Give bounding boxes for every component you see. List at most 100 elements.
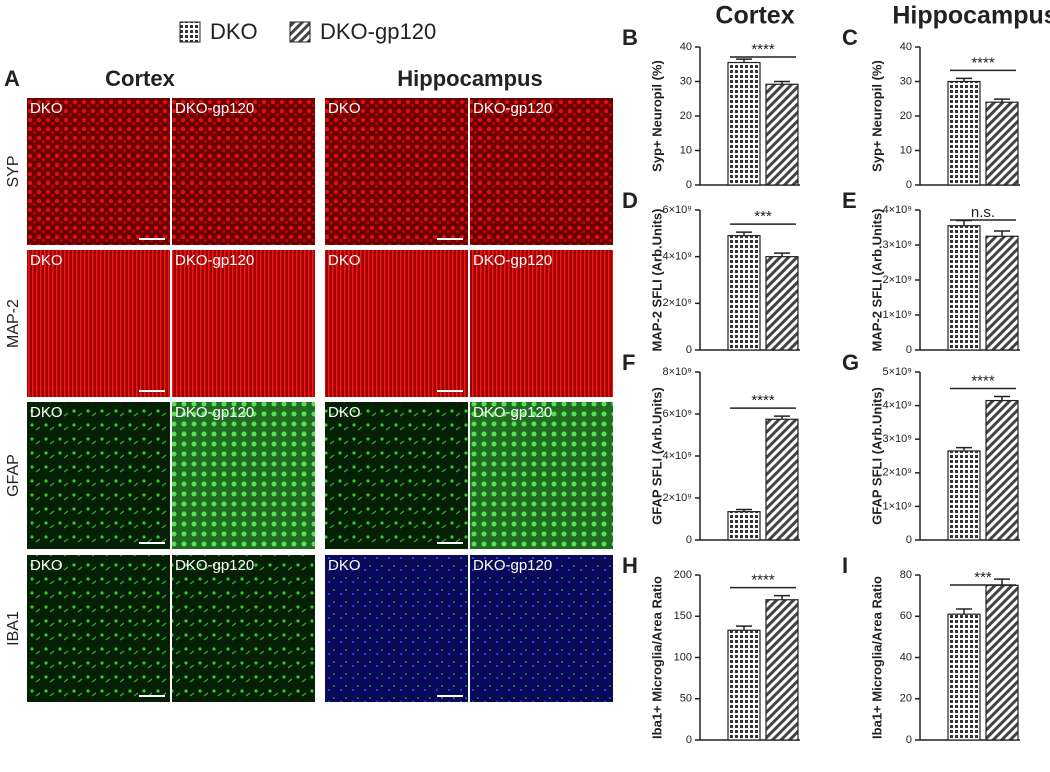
row-label: GFAP bbox=[5, 454, 22, 497]
error-bar bbox=[956, 446, 972, 451]
significance-label: n.s. bbox=[971, 204, 995, 221]
micrograph bbox=[172, 555, 315, 702]
bar bbox=[727, 235, 761, 351]
y-tick-label: 10 bbox=[900, 144, 912, 156]
micrographs: DKO DKO-gp120 DKO DKO-gp120 DKO DKO-gp120 DKO D… bbox=[27, 98, 613, 702]
panel-label: F bbox=[622, 350, 635, 375]
bar bbox=[947, 225, 981, 351]
y-tick-label: 6×10⁹ bbox=[663, 204, 693, 216]
y-tick-label: 40 bbox=[680, 41, 692, 53]
y-tick-label: 6×10⁹ bbox=[663, 408, 693, 420]
micrograph bbox=[172, 250, 315, 397]
image-label: DKO bbox=[328, 557, 361, 574]
y-tick-label: 4×10⁹ bbox=[883, 400, 913, 412]
bar bbox=[947, 450, 981, 541]
y-tick-label: 0 bbox=[686, 534, 692, 546]
y-axis-label: Syp+ Neuropil (%) bbox=[649, 60, 664, 172]
image-label: DKO bbox=[30, 404, 63, 421]
bar bbox=[727, 629, 761, 741]
row-label: IBA1 bbox=[5, 611, 22, 646]
y-tick-label: 5×10⁹ bbox=[883, 366, 913, 378]
legend-label: DKO bbox=[210, 19, 258, 44]
bar bbox=[947, 80, 981, 186]
panel-label: G bbox=[842, 350, 859, 375]
image-label: DKO bbox=[30, 252, 63, 269]
y-tick-label: 80 bbox=[900, 569, 912, 581]
y-tick-label: 2×10⁹ bbox=[883, 467, 913, 479]
error-bar bbox=[736, 625, 752, 631]
y-tick-label: 0 bbox=[906, 534, 912, 546]
image-label: DKO-gp120 bbox=[175, 557, 254, 574]
y-tick-label: 0 bbox=[686, 734, 692, 746]
y-axis-label: Iba1+ Microglia/Area Ratio bbox=[649, 576, 664, 739]
image-label: DKO-gp120 bbox=[473, 100, 552, 117]
y-axis-label: MAP-2 SFLI (Arb.Units) bbox=[649, 209, 664, 352]
y-tick-label: 200 bbox=[674, 569, 692, 581]
error-bar bbox=[994, 395, 1010, 401]
panel-label: A bbox=[4, 66, 20, 91]
y-axis-label: MAP-2 SFLI (Arb.Units) bbox=[869, 209, 884, 352]
y-tick-label: 40 bbox=[900, 41, 912, 53]
bar bbox=[765, 256, 799, 351]
panel-label: H bbox=[622, 553, 638, 578]
row-label: SYP bbox=[5, 155, 22, 187]
error-bar bbox=[956, 219, 972, 226]
micrograph bbox=[470, 98, 613, 245]
bar bbox=[765, 83, 799, 186]
y-axis-label: Syp+ Neuropil (%) bbox=[869, 60, 884, 172]
significance-label: **** bbox=[751, 572, 775, 589]
y-tick-label: 8×10⁹ bbox=[663, 366, 693, 378]
y-axis-label: GFAP SFLI (Arb.Units) bbox=[869, 387, 884, 525]
image-label: DKO-gp120 bbox=[175, 252, 254, 269]
y-axis-label: Iba1+ Microglia/Area Ratio bbox=[869, 576, 884, 739]
y-tick-label: 3×10⁹ bbox=[883, 433, 913, 445]
y-tick-label: 0 bbox=[686, 179, 692, 191]
y-tick-label: 10 bbox=[680, 144, 692, 156]
micrograph bbox=[325, 555, 468, 702]
bar bbox=[947, 613, 981, 741]
micrograph bbox=[325, 98, 468, 245]
y-tick-label: 0 bbox=[906, 344, 912, 356]
y-tick-label: 60 bbox=[900, 610, 912, 622]
image-label: DKO-gp120 bbox=[473, 557, 552, 574]
y-tick-label: 1×10⁹ bbox=[883, 500, 913, 512]
micrograph bbox=[172, 98, 315, 245]
bar bbox=[985, 101, 1019, 186]
y-tick-label: 2×10⁹ bbox=[663, 492, 693, 504]
micrograph bbox=[27, 98, 170, 245]
bar bbox=[985, 399, 1019, 541]
bar bbox=[727, 61, 761, 186]
y-tick-label: 4×10⁹ bbox=[663, 450, 693, 462]
y-tick-label: 100 bbox=[674, 651, 692, 663]
y-tick-label: 0 bbox=[906, 734, 912, 746]
y-axis-label: GFAP SFLI (Arb.Units) bbox=[649, 387, 664, 525]
significance-label: **** bbox=[751, 392, 775, 409]
legend-swatch bbox=[179, 21, 201, 43]
image-label: DKO-gp120 bbox=[175, 404, 254, 421]
chart-title: Cortex bbox=[715, 2, 794, 30]
micrograph bbox=[325, 250, 468, 397]
micrograph bbox=[325, 402, 468, 549]
legend-label: DKO-gp120 bbox=[320, 19, 436, 44]
micrograph bbox=[27, 402, 170, 549]
micrograph bbox=[27, 555, 170, 702]
y-tick-label: 20 bbox=[900, 110, 912, 122]
image-label: DKO bbox=[328, 100, 361, 117]
micrograph bbox=[470, 555, 613, 702]
y-tick-label: 4×10⁹ bbox=[663, 251, 693, 263]
significance-label: **** bbox=[971, 372, 995, 389]
y-tick-label: 50 bbox=[680, 693, 692, 705]
micrograph bbox=[470, 402, 613, 549]
panel-label: B bbox=[622, 25, 638, 50]
image-label: DKO bbox=[30, 557, 63, 574]
y-tick-label: 2×10⁹ bbox=[883, 274, 913, 286]
bar bbox=[727, 511, 761, 541]
panel-label: I bbox=[842, 553, 848, 578]
column-header: Hippocampus bbox=[397, 66, 542, 91]
bar bbox=[985, 235, 1019, 351]
y-tick-label: 4×10⁹ bbox=[883, 204, 913, 216]
significance-label: **** bbox=[751, 41, 775, 58]
micrograph bbox=[172, 402, 315, 549]
y-tick-label: 150 bbox=[674, 610, 692, 622]
